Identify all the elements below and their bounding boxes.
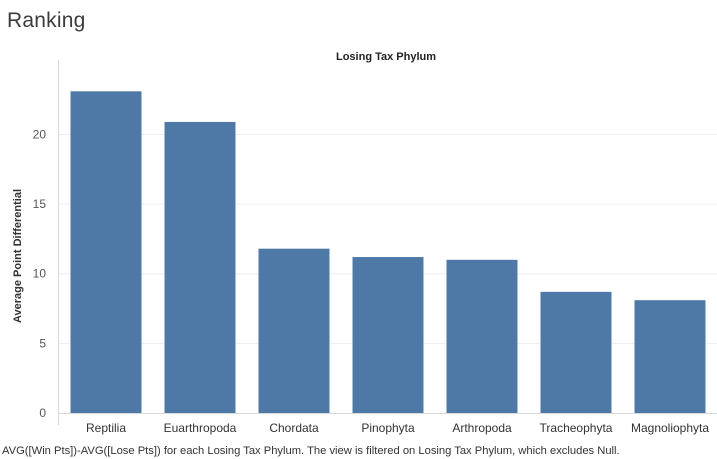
bar-chart-svg: Losing Tax Phylum 0 5 10 15 20 Reptilia Euart… xyxy=(12,51,717,435)
bar-euarthropoda[interactable] xyxy=(164,121,236,413)
x-tick-label-tracheophyta: Tracheophyta xyxy=(540,421,613,435)
bar-chordata[interactable] xyxy=(258,248,330,413)
y-axis-ticks: 0 5 10 15 20 xyxy=(33,127,47,420)
y-tick-label: 5 xyxy=(39,336,46,350)
bar-pinophyta[interactable] xyxy=(352,257,424,413)
bars xyxy=(70,91,706,413)
y-axis-title: Average Point Differential xyxy=(12,189,24,323)
bar-reptilia[interactable] xyxy=(70,91,142,413)
chart-title: Losing Tax Phylum xyxy=(336,51,436,63)
x-tick-label-chordata: Chordata xyxy=(269,421,319,435)
y-tick-label: 10 xyxy=(33,267,47,281)
x-tick-label-magnoliophyta: Magnoliophyta xyxy=(631,421,709,435)
y-tick-label: 15 xyxy=(33,197,47,211)
x-tick-label-pinophyta: Pinophyta xyxy=(361,421,415,435)
chart-caption: AVG([Win Pts])-AVG([Lose Pts]) for each … xyxy=(2,445,620,457)
x-tick-label-euarthropoda: Euarthropoda xyxy=(164,421,237,435)
dashboard-title: Ranking xyxy=(7,9,86,32)
y-tick-label: 0 xyxy=(39,406,46,420)
x-tick-label-reptilia: Reptilia xyxy=(86,421,126,435)
bar-magnoliophyta[interactable] xyxy=(634,300,706,413)
x-tick-label-arthropoda: Arthropoda xyxy=(452,421,512,435)
bar-arthropoda[interactable] xyxy=(446,259,518,413)
bar-tracheophyta[interactable] xyxy=(540,291,612,413)
bar-chart: Losing Tax Phylum 0 5 10 15 20 Reptilia Euart… xyxy=(0,40,717,442)
y-tick-label: 20 xyxy=(33,127,47,141)
x-axis-labels: Reptilia Euarthropoda Chordata Pinophyta Art… xyxy=(86,421,709,435)
